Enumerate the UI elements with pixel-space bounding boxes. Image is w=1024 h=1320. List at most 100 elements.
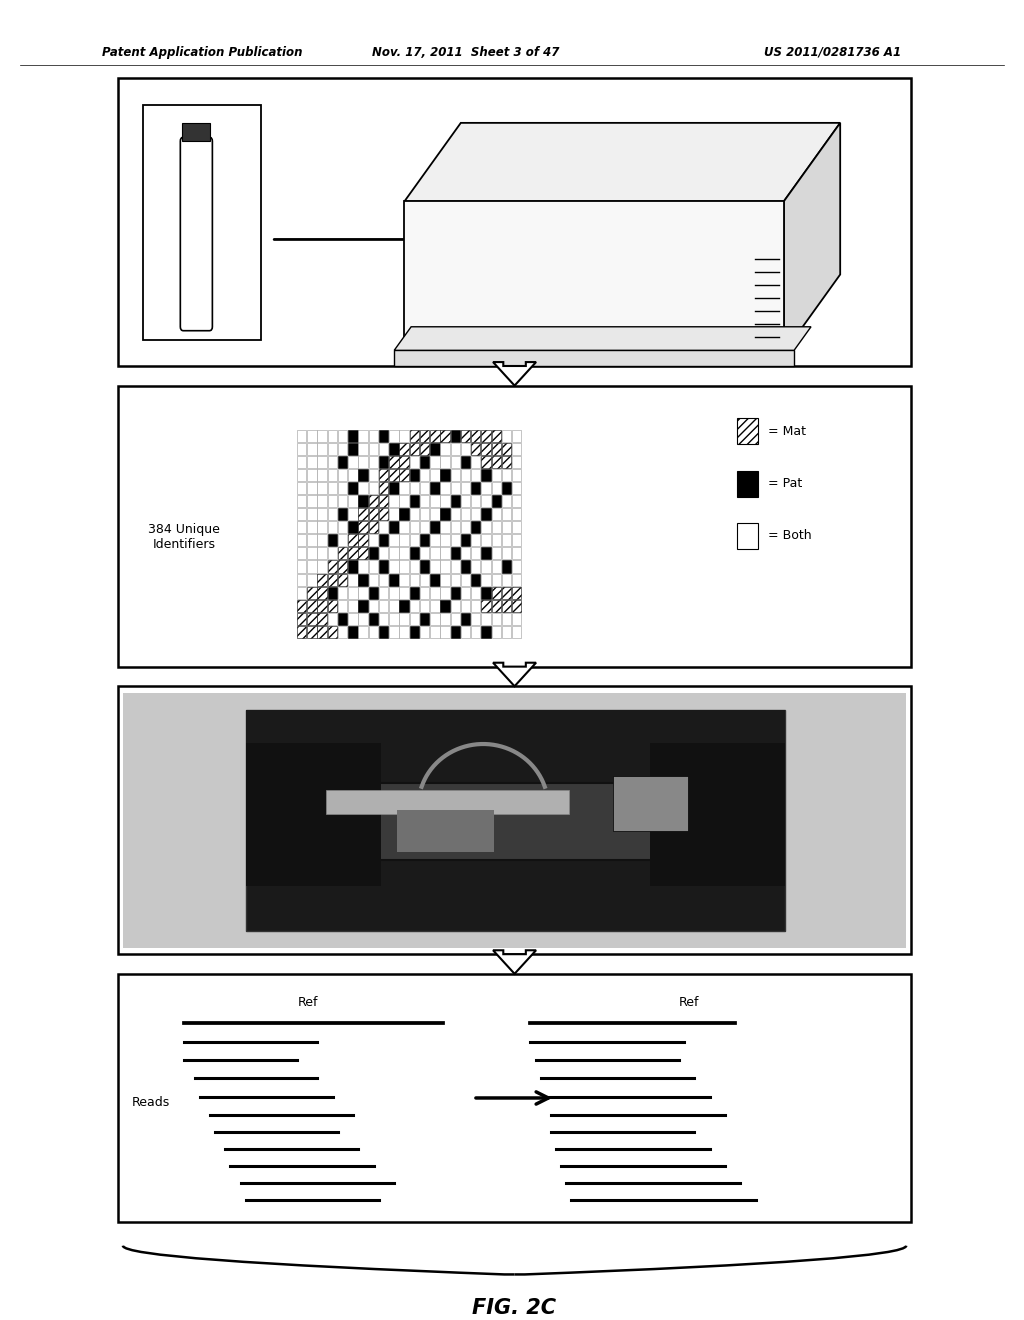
Bar <box>297 495 306 507</box>
Bar <box>461 430 470 442</box>
Bar <box>451 455 460 469</box>
Bar <box>348 521 357 533</box>
Bar <box>410 548 419 560</box>
Bar <box>328 469 337 480</box>
Bar <box>512 521 521 533</box>
Bar <box>317 521 327 533</box>
Bar <box>512 626 521 638</box>
Bar <box>358 455 368 469</box>
Bar <box>512 574 521 586</box>
Bar <box>440 561 450 573</box>
Bar <box>307 495 316 507</box>
Bar <box>512 430 521 442</box>
Bar <box>440 442 450 455</box>
Bar <box>410 442 419 455</box>
Bar <box>328 561 337 573</box>
Bar <box>430 574 439 586</box>
Bar <box>358 469 368 480</box>
Bar <box>461 599 470 611</box>
Bar <box>297 430 306 442</box>
Bar <box>461 508 470 520</box>
Bar <box>246 743 381 887</box>
Bar <box>430 455 439 469</box>
Bar <box>389 482 398 494</box>
Bar <box>502 548 511 560</box>
Bar <box>451 535 460 546</box>
Bar <box>737 470 758 496</box>
Bar <box>461 535 470 546</box>
Bar <box>440 548 450 560</box>
Bar <box>410 495 419 507</box>
Bar <box>451 495 460 507</box>
Bar <box>389 561 398 573</box>
Bar <box>471 482 480 494</box>
Bar <box>420 535 429 546</box>
Bar <box>430 508 439 520</box>
Bar <box>430 561 439 573</box>
Bar <box>358 535 368 546</box>
Bar <box>492 455 501 469</box>
Bar <box>512 535 521 546</box>
Bar <box>481 495 490 507</box>
Bar <box>471 495 480 507</box>
Bar <box>328 586 337 599</box>
Bar <box>492 626 501 638</box>
Bar <box>451 548 460 560</box>
Bar <box>389 430 398 442</box>
Bar <box>451 442 460 455</box>
Bar <box>272 783 715 859</box>
Bar <box>317 430 327 442</box>
Bar <box>369 482 378 494</box>
Bar <box>297 586 306 599</box>
Text: = Pat: = Pat <box>768 477 802 490</box>
Bar <box>379 430 388 442</box>
Bar <box>369 599 378 611</box>
Bar <box>348 586 357 599</box>
Bar <box>440 586 450 599</box>
Bar <box>440 612 450 624</box>
Bar <box>430 430 439 442</box>
Bar <box>307 508 316 520</box>
Bar <box>461 626 470 638</box>
Bar <box>430 599 439 611</box>
Bar <box>481 508 490 520</box>
Bar <box>430 469 439 480</box>
Bar <box>481 482 490 494</box>
Bar <box>492 612 501 624</box>
Bar <box>461 586 470 599</box>
Bar <box>338 495 347 507</box>
Bar <box>389 442 398 455</box>
Bar <box>307 574 316 586</box>
Bar <box>430 626 439 638</box>
Bar <box>440 482 450 494</box>
Bar <box>502 430 511 442</box>
Bar <box>420 599 429 611</box>
Bar <box>451 612 460 624</box>
Bar <box>317 626 327 638</box>
Bar <box>297 508 306 520</box>
Bar <box>492 548 501 560</box>
Bar <box>399 430 409 442</box>
Bar <box>420 430 429 442</box>
Bar <box>399 482 409 494</box>
Bar <box>369 574 378 586</box>
Bar <box>502 442 511 455</box>
Bar <box>399 626 409 638</box>
Bar <box>379 574 388 586</box>
Bar <box>317 586 327 599</box>
Bar <box>481 442 490 455</box>
Bar <box>512 455 521 469</box>
Bar <box>430 482 439 494</box>
Text: = Mat: = Mat <box>768 425 806 438</box>
Bar <box>471 612 480 624</box>
Bar <box>358 508 368 520</box>
Bar <box>348 469 357 480</box>
Bar <box>440 535 450 546</box>
Bar <box>328 442 337 455</box>
Bar <box>492 508 501 520</box>
Bar <box>440 521 450 533</box>
Bar <box>369 521 378 533</box>
Bar <box>348 508 357 520</box>
Bar <box>461 521 470 533</box>
Bar <box>404 201 784 352</box>
